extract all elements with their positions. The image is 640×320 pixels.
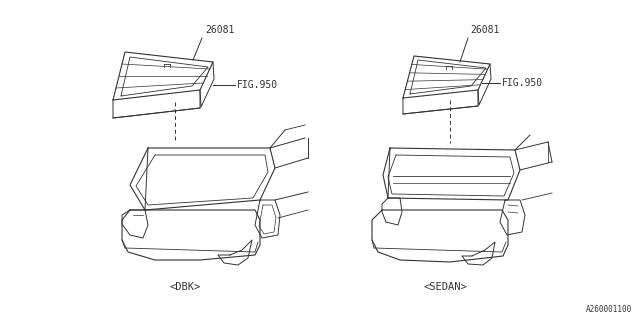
Text: 26081: 26081	[205, 25, 234, 35]
Text: 26081: 26081	[470, 25, 499, 35]
Text: FIG.950: FIG.950	[502, 78, 543, 88]
Text: FIG.950: FIG.950	[237, 80, 278, 90]
Text: <SEDAN>: <SEDAN>	[423, 282, 467, 292]
Text: <DBK>: <DBK>	[170, 282, 200, 292]
Text: A260001100: A260001100	[586, 305, 632, 314]
